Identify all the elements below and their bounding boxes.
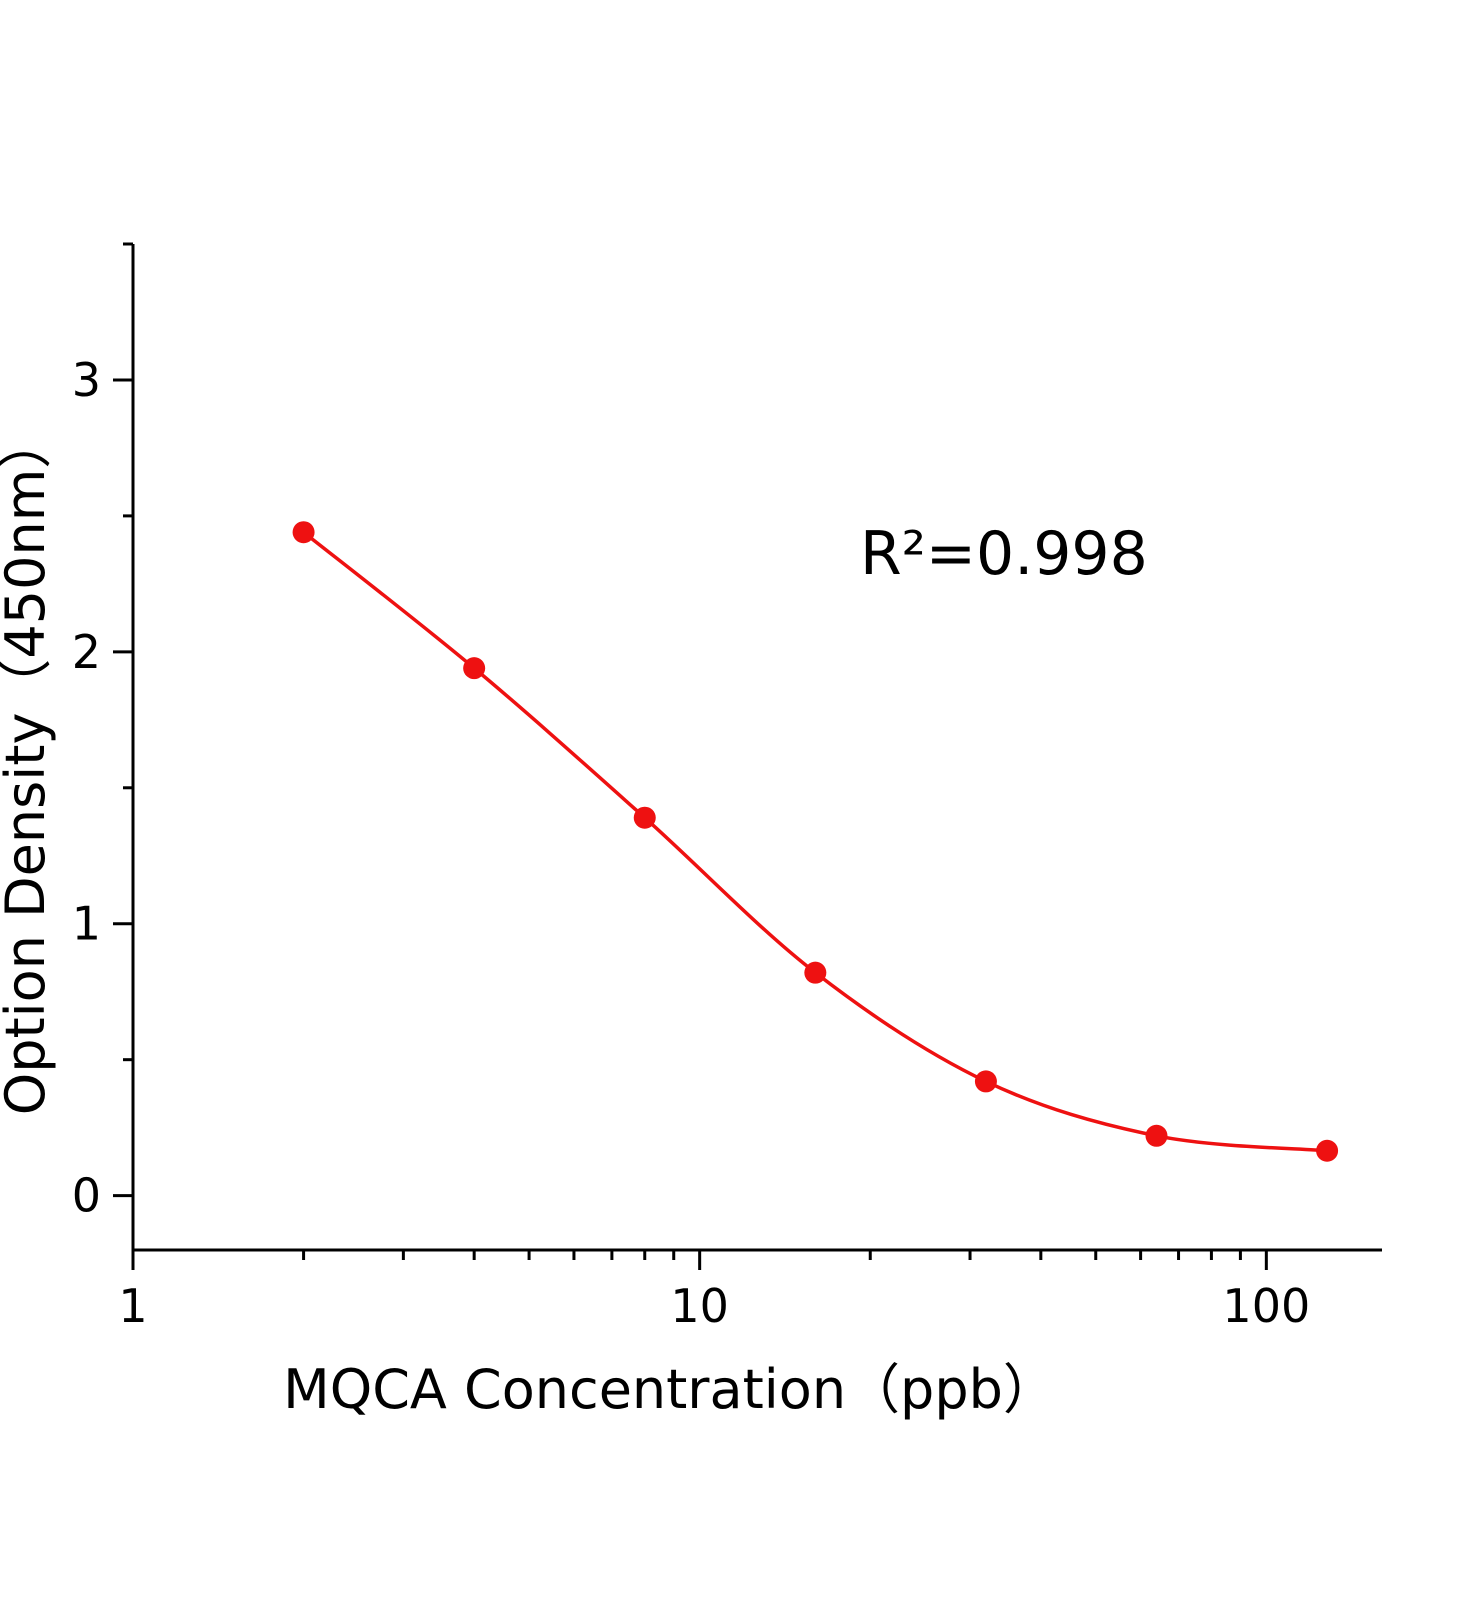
y-tick-label: 3 [72, 353, 101, 407]
data-point [292, 521, 315, 544]
annotation: R²=0.998 [860, 519, 1148, 589]
data-point [974, 1070, 997, 1093]
x-tick-label: 100 [1222, 1279, 1310, 1333]
y-tick-label: 2 [72, 625, 101, 679]
x-axis-title: MQCA Concentration（ppb） [283, 1358, 1057, 1421]
x-tick-label: 10 [670, 1279, 729, 1333]
x-tick-label: 1 [118, 1279, 147, 1333]
data-point [1316, 1139, 1339, 1162]
data-point [463, 657, 486, 680]
y-tick-label: 1 [72, 897, 101, 951]
y-axis-title: Option Density（450nm） [0, 415, 57, 1116]
data-point [1145, 1124, 1168, 1147]
data-point [804, 961, 827, 984]
data-point [633, 806, 656, 829]
fit-curve [302, 530, 1328, 1153]
y-tick-label: 0 [72, 1169, 101, 1223]
